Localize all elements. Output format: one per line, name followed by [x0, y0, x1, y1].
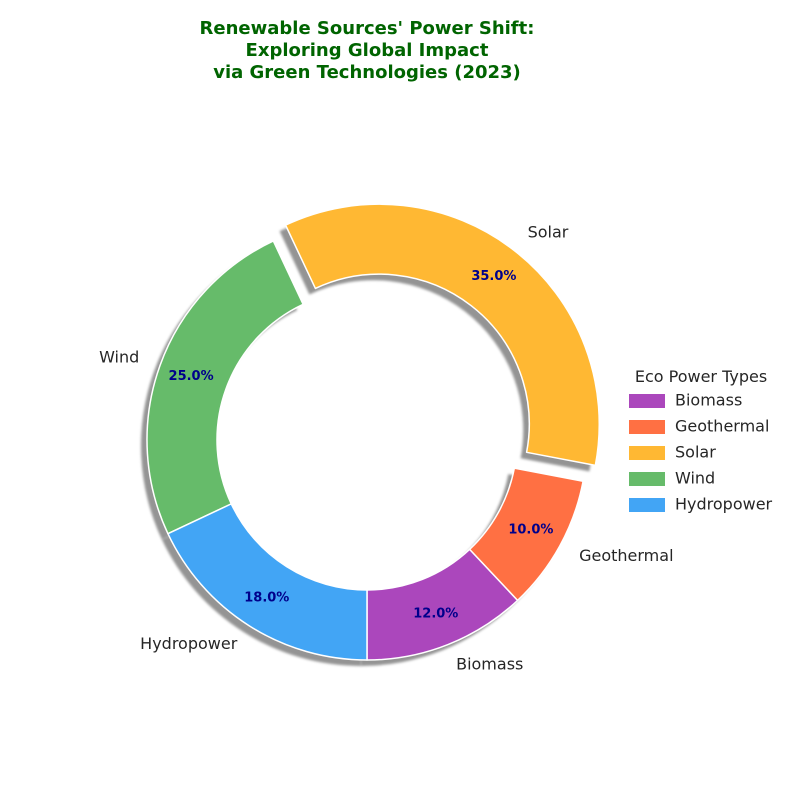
donut-slices [146, 203, 600, 661]
legend-label-solar: Solar [675, 443, 716, 462]
legend-swatch-wind [629, 472, 665, 486]
legend-swatch-hydropower [629, 498, 665, 512]
legend-label-wind: Wind [675, 469, 715, 488]
legend-label-hydropower: Hydropower [675, 495, 773, 514]
percent-label-hydropower: 18.0% [244, 590, 289, 605]
slice-label-geothermal: Geothermal [579, 546, 673, 565]
legend-label-geothermal: Geothermal [675, 417, 769, 436]
legend-label-biomass: Biomass [675, 391, 742, 410]
percent-label-wind: 25.0% [169, 369, 214, 384]
percent-label-biomass: 12.0% [413, 606, 458, 621]
chart-title: Renewable Sources' Power Shift: Explorin… [200, 18, 535, 83]
slice-label-solar: Solar [528, 223, 569, 242]
chart-title-line-2: Exploring Global Impact [246, 40, 489, 61]
slice-label-wind: Wind [99, 348, 139, 367]
legend: Eco Power Types Biomass Geothermal Solar Wi… [629, 367, 773, 514]
chart-title-line-1: Renewable Sources' Power Shift: [200, 18, 535, 39]
legend-title: Eco Power Types [635, 367, 767, 386]
percent-label-geothermal: 10.0% [508, 523, 553, 538]
legend-swatch-solar [629, 446, 665, 460]
slice-wind [146, 240, 304, 535]
chart-title-line-3: via Green Technologies (2023) [213, 62, 521, 83]
percent-label-solar: 35.0% [471, 269, 516, 284]
percent-labels: 12.0% 10.0% 35.0% 25.0% 18.0% [169, 269, 554, 622]
legend-swatch-biomass [629, 394, 665, 408]
slice-labels: Biomass Geothermal Solar Wind Hydropower [99, 223, 673, 674]
slice-hydropower [167, 503, 368, 661]
slice-geothermal [468, 467, 584, 602]
slice-solar [284, 203, 600, 467]
slice-label-biomass: Biomass [456, 655, 523, 674]
slice-label-hydropower: Hydropower [140, 634, 238, 653]
legend-swatch-geothermal [629, 420, 665, 434]
